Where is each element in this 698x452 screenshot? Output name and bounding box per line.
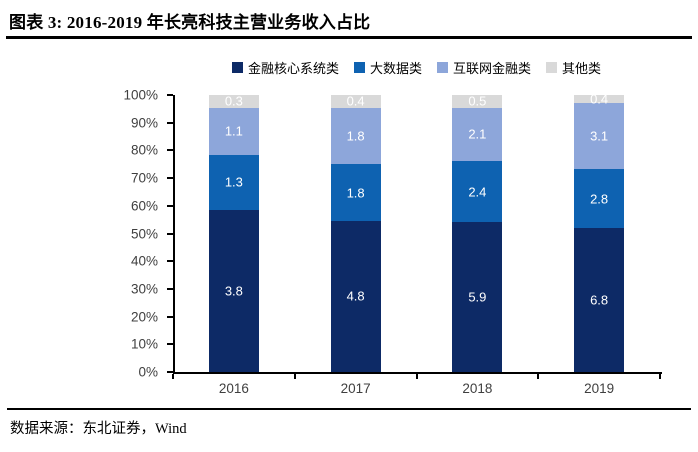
bar-value-label: 1.8	[346, 128, 365, 144]
y-axis-tick-label: 80%	[130, 142, 158, 158]
x-axis-tick-mark	[415, 374, 418, 379]
y-axis-tick-label: 40%	[130, 253, 158, 269]
y-axis-tick-label: 60%	[130, 198, 158, 214]
bar-segment: 2.1	[452, 107, 503, 162]
x-axis-tick-mark	[659, 374, 661, 379]
y-axis-tick-mark	[167, 177, 173, 180]
bar-value-label: 2.4	[468, 184, 487, 200]
x-axis-category-label: 2018	[462, 381, 493, 396]
data-source-note: 数据来源：东北证券，Wind	[10, 421, 187, 437]
y-axis-tick-label: 90%	[130, 115, 158, 131]
y-axis-tick-label: 30%	[130, 281, 158, 297]
x-axis-category-label: 2017	[340, 381, 371, 396]
bar-segment: 3.8	[208, 210, 259, 372]
y-axis-tick-mark	[167, 204, 173, 207]
y-axis-tick-mark	[167, 149, 173, 152]
plot-area	[173, 95, 662, 374]
bar-segment: 1.1	[208, 107, 259, 155]
legend-item: 大数据类	[353, 58, 422, 77]
x-axis-tick-mark	[537, 374, 540, 379]
bar-value-label: 6.8	[590, 292, 609, 308]
bar-segment: 6.8	[574, 228, 625, 372]
bar-segment: 1.3	[208, 154, 259, 211]
bar-segment: 0.4	[330, 93, 381, 109]
bar-segment: 5.9	[452, 222, 503, 372]
y-axis-tick-label: 100%	[123, 87, 158, 103]
y-axis-tick-label: 50%	[130, 226, 158, 241]
bar-value-label: 2.1	[468, 126, 487, 142]
y-axis-tick-label: 0%	[138, 364, 158, 380]
bar-segment: 2.4	[452, 161, 503, 223]
bar-value-label: 1.3	[224, 174, 243, 190]
bar-segment: 1.8	[330, 107, 381, 165]
footer-divider	[7, 408, 691, 410]
bar-segment: 4.8	[330, 220, 381, 372]
y-axis-tick-label: 20%	[130, 309, 158, 325]
stacked-bar-chart: 100% 90% 80% 70% 60% 50% 40% 30% 20% 10% 0% 3.8 1.3 1…	[0, 88, 698, 400]
bar-value-label: 1.1	[224, 123, 243, 139]
legend-label: 互联网金融类	[453, 61, 532, 76]
legend-swatch	[231, 62, 243, 73]
chart-legend: 金融核心系统类 大数据类 互联网金融类 其他类	[173, 58, 660, 77]
legend-item: 金融核心系统类	[231, 58, 339, 77]
bar-value-label: 3.1	[590, 128, 609, 144]
bar-value-label: 1.8	[346, 185, 365, 201]
legend-label: 其他类	[562, 61, 602, 76]
stacked-bar-2017: 4.8 1.8 1.8 0.4	[330, 93, 381, 372]
legend-label: 金融核心系统类	[247, 61, 339, 76]
y-axis-tick-mark	[167, 287, 173, 290]
bar-segment: 0.4	[574, 91, 625, 107]
y-axis-tick-mark	[167, 371, 173, 373]
legend-swatch	[437, 62, 448, 73]
bar-segment: 2.8	[574, 169, 625, 229]
legend-item: 其他类	[546, 58, 601, 77]
stacked-bar-2016: 3.8 1.3 1.1 0.3	[208, 93, 259, 372]
title-divider	[6, 36, 692, 39]
y-axis-tick-label: 70%	[130, 170, 158, 186]
bar-value-label: 0.5	[468, 93, 487, 109]
legend-swatch	[546, 62, 558, 73]
x-axis-tick-mark	[293, 374, 296, 379]
y-axis-tick-mark	[167, 232, 173, 235]
bar-segment: 3.1	[574, 103, 625, 170]
y-axis-tick-label: 10%	[130, 336, 158, 352]
x-axis-tick-mark	[172, 374, 174, 379]
bar-segment: 0.5	[452, 93, 503, 109]
y-axis-tick-mark	[167, 121, 173, 124]
y-axis-tick-mark	[167, 94, 173, 96]
y-axis-tick-mark	[167, 343, 173, 346]
bar-value-label: 0.4	[346, 93, 365, 109]
bar-value-label: 0.4	[590, 91, 609, 107]
y-axis-tick-mark	[167, 315, 173, 318]
bar-value-label: 4.8	[346, 288, 365, 304]
x-axis-category-label: 2019	[584, 381, 615, 396]
bar-segment: 0.3	[208, 93, 259, 109]
bar-segment: 1.8	[330, 164, 381, 221]
figure-title: 图表 3: 2016-2019 年长亮科技主营业务收入占比	[9, 13, 371, 32]
y-axis-tick-mark	[167, 260, 173, 263]
legend-item: 互联网金融类	[437, 58, 531, 77]
bar-value-label: 3.8	[224, 283, 243, 299]
bar-value-label: 0.3	[224, 93, 243, 109]
stacked-bar-2018: 5.9 2.4 2.1 0.5	[452, 93, 503, 372]
bar-value-label: 5.9	[468, 289, 487, 305]
bar-value-label: 2.8	[590, 191, 609, 207]
legend-label: 大数据类	[369, 61, 422, 76]
legend-swatch	[353, 62, 365, 73]
stacked-bar-2019: 6.8 2.8 3.1 0.4	[574, 91, 625, 372]
x-axis-category-label: 2016	[218, 381, 249, 396]
